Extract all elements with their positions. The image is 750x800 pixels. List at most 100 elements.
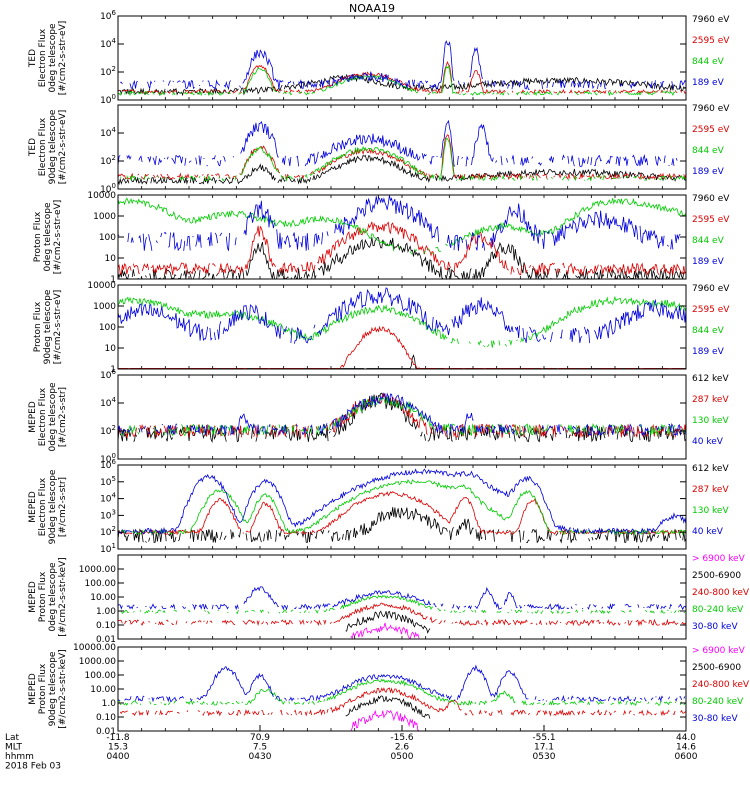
panel-frame — [117, 104, 687, 190]
legend-entry-3-3: 844 eV — [692, 236, 725, 246]
y-tick-label-8-3: 100.00 — [85, 671, 117, 681]
series-line-8-1 — [350, 709, 420, 732]
series-line-6-1 — [117, 507, 687, 544]
y-tick-label-1-1: 106 — [100, 9, 116, 22]
legend-entry-6-3: 130 keV — [692, 506, 729, 516]
y-tick-label-8-1: 10000.00 — [73, 643, 116, 653]
legend-entry-5-4: 40 keV — [692, 437, 724, 447]
y-tick-label-3-5: 1 — [110, 275, 116, 285]
legend-entry-7-4: 80-240 keV — [692, 605, 744, 615]
y-axis-label-8-2: Proton Flux — [38, 663, 48, 714]
legend-entry-4-4: 189 eV — [692, 347, 725, 357]
x-tick-label-lat-5: 44.0 — [676, 733, 696, 743]
y-tick-label-5-4: 100 — [100, 452, 116, 465]
x-tick-label-mlt-2: 7.5 — [253, 743, 267, 753]
legend-entry-2-4: 189 eV — [692, 167, 725, 177]
x-row-label-1: Lat — [5, 733, 20, 743]
y-axis-label-5-3: 0deg telescope — [48, 382, 58, 452]
legend-entry-1-1: 7960 eV — [692, 15, 730, 25]
legend-entry-7-1: > 6900 keV — [692, 554, 746, 564]
y-axis-label-7-4: [#/cm2-s-str-keV] — [58, 557, 68, 636]
y-axis-label-3-3: [#/cm2-s-str-eV] — [53, 200, 63, 275]
legend-entry-8-2: 2500-6900 — [692, 663, 741, 673]
y-tick-label-1-3: 102 — [100, 65, 116, 78]
x-tick-label-mlt-1: 15.3 — [108, 743, 128, 753]
series-line-3-3 — [117, 197, 687, 255]
series-line-8-2 — [345, 695, 431, 719]
series-line-7-5 — [117, 586, 687, 611]
legend-entry-2-3: 844 eV — [692, 146, 725, 156]
y-axis-label-6-2: Electron Flux — [38, 477, 48, 536]
legend-entry-2-2: 2595 eV — [692, 125, 730, 135]
y-axis-label-5-2: Electron Flux — [38, 387, 48, 446]
y-tick-label-6-1: 106 — [100, 458, 116, 471]
y-tick-label-2-3: 100 — [100, 182, 116, 195]
legend-entry-7-5: 30-80 keV — [692, 622, 738, 632]
series-line-2-4 — [118, 121, 686, 167]
series-line-7-2 — [345, 610, 431, 634]
legend-entry-7-2: 2500-6900 — [692, 571, 741, 581]
legend-entry-5-2: 287 keV — [692, 395, 729, 405]
series-line-7-3 — [117, 602, 687, 627]
x-tick-label-hhmm-4: 0530 — [533, 752, 556, 762]
y-axis-label-1-1: TED — [28, 49, 38, 68]
y-tick-label-4-1: 10000 — [87, 281, 116, 291]
x-tick-label-mlt-5: 14.6 — [676, 743, 696, 753]
series-line-3-2 — [117, 221, 687, 276]
y-axis-label-3-2: 0deg telescope — [43, 202, 53, 272]
y-tick-label-7-6: 0.01 — [96, 635, 116, 645]
y-axis-label-7-3: 0deg telescope — [48, 562, 58, 632]
y-tick-label-4-4: 10 — [105, 344, 117, 354]
legend-entry-8-1: > 6900 keV — [692, 646, 746, 656]
panel-5: 106 104 102 100 MEPED Electron Flux 0deg teles… — [28, 368, 729, 465]
series-line-1-4 — [120, 40, 687, 91]
x-tick-label-mlt-3: 2.6 — [395, 743, 410, 753]
y-axis-label-2-4: [#/cm2-s-str-eV] — [58, 110, 68, 185]
series-line-3-1 — [117, 237, 686, 281]
y-axis-label-1-2: Electron Flux — [38, 28, 48, 87]
series-line-2-3 — [119, 137, 687, 182]
y-axis-label-2-3: 90deg telescope — [48, 109, 58, 184]
y-axis-label-4-2: 90deg telescope — [43, 289, 53, 364]
x-row-label-3: hhmm — [5, 752, 34, 762]
y-tick-label-5-1: 106 — [100, 368, 116, 381]
series-line-8-5 — [117, 664, 686, 703]
x-tick-label-lat-3: -15.6 — [390, 733, 414, 743]
series-line-5-2 — [117, 393, 687, 438]
y-tick-label-1-2: 104 — [100, 37, 116, 50]
y-axis-label-3-1: Proton Flux — [33, 211, 43, 262]
y-tick-label-8-7: 0.01 — [96, 727, 116, 737]
legend-entry-6-2: 287 keV — [692, 485, 729, 495]
series-line-7-1 — [350, 622, 420, 640]
y-tick-label-6-6: 101 — [100, 542, 116, 555]
panel-frame — [117, 464, 687, 550]
legend-entry-3-1: 7960 eV — [692, 194, 730, 204]
panel-frame — [117, 15, 687, 101]
legend-entry-3-2: 2595 eV — [692, 215, 730, 225]
y-tick-label-3-2: 1000 — [93, 212, 116, 222]
x-tick-label-mlt-4: 17.1 — [534, 743, 554, 753]
y-axis-label-1-3: 0deg telescope — [48, 23, 58, 93]
y-tick-label-2-1: 104 — [100, 126, 116, 139]
series-line-6-2 — [117, 491, 687, 536]
legend-entry-1-2: 2595 eV — [692, 36, 730, 46]
legend-entry-5-1: 612 keV — [692, 374, 729, 384]
series-line-4-4 — [117, 287, 687, 344]
x-tick-label-lat-4: -55.1 — [532, 733, 555, 743]
legend-entry-8-3: 240-800 keV — [692, 680, 750, 690]
y-tick-label-2-2: 102 — [100, 154, 116, 167]
y-tick-label-8-5: 1.0 — [102, 699, 117, 709]
panel-1: 106 104 102 100 TED Electron Flux 0deg telesco… — [28, 9, 730, 106]
y-axis-label-6-1: MEPED — [28, 491, 38, 523]
y-tick-label-1-4: 100 — [100, 93, 116, 106]
legend-entry-4-3: 844 eV — [692, 326, 725, 336]
y-tick-label-7-4: 1.00 — [96, 607, 116, 617]
legend-entry-3-4: 189 eV — [692, 257, 725, 267]
series-line-3-4 — [118, 196, 686, 251]
panel-3: 10000 1000 100 10 1 Proton Flux 0deg telescope… — [33, 191, 730, 285]
y-tick-label-4-2: 1000 — [93, 302, 116, 312]
series-line-5-4 — [117, 392, 686, 437]
y-tick-label-7-2: 100.00 — [85, 579, 117, 589]
